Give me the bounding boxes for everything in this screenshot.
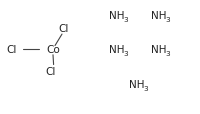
Text: 3: 3: [123, 51, 128, 57]
Text: NH: NH: [109, 10, 124, 20]
Text: Co: Co: [46, 45, 60, 54]
Text: 3: 3: [165, 51, 170, 57]
Text: 3: 3: [143, 85, 148, 91]
Text: Cl: Cl: [46, 66, 56, 76]
Text: 3: 3: [165, 17, 170, 23]
Text: NH: NH: [151, 45, 166, 54]
Text: NH: NH: [151, 10, 166, 20]
Text: NH: NH: [109, 45, 124, 54]
Text: Cl: Cl: [7, 45, 17, 54]
Text: NH: NH: [129, 79, 144, 89]
Text: Cl: Cl: [59, 24, 69, 33]
Text: 3: 3: [123, 17, 128, 23]
